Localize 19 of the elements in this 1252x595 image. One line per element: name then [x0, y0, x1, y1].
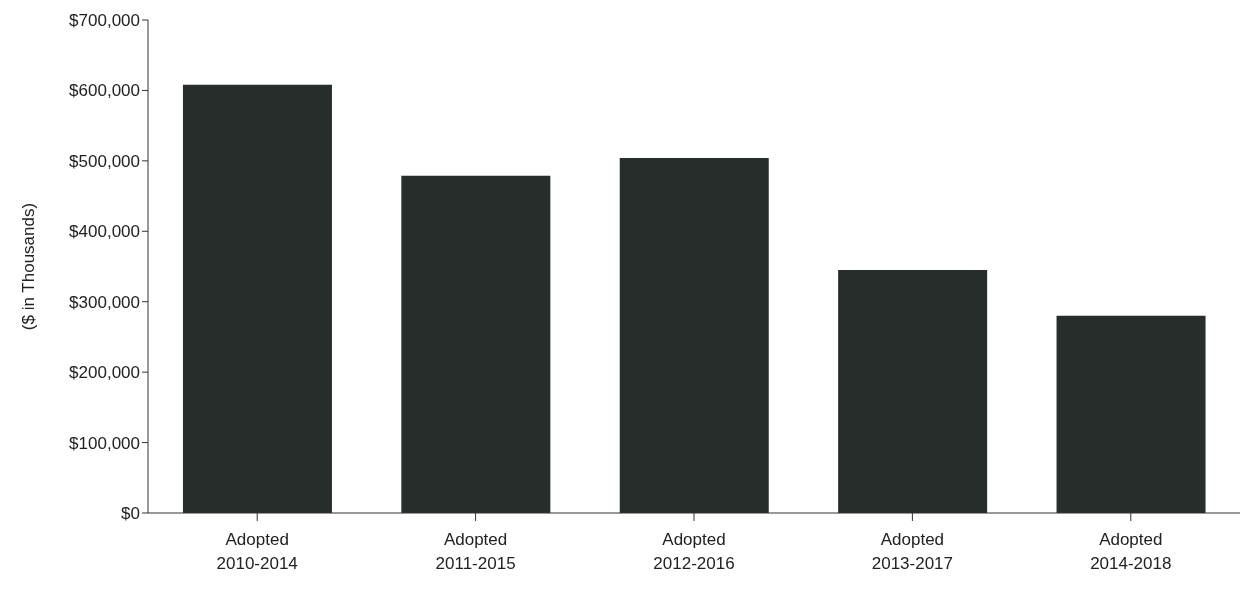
x-tick-label: Adopted 2012-2016	[653, 530, 735, 573]
y-tick-label: $700,000	[69, 11, 140, 31]
y-tick-label: $600,000	[69, 81, 140, 101]
y-axis-title: ($ in Thousands)	[19, 202, 39, 331]
bar	[838, 270, 988, 513]
bar	[1056, 315, 1206, 513]
y-tick-label: $0	[121, 504, 140, 524]
x-tick-label: Adopted 2010-2014	[216, 530, 298, 573]
bar	[619, 158, 769, 513]
y-tick-label: $200,000	[69, 363, 140, 383]
x-tick-label: Adopted 2014-2018	[1090, 530, 1172, 573]
bar	[401, 175, 551, 513]
y-tick-label: $500,000	[69, 151, 140, 171]
y-tick-label: $300,000	[69, 292, 140, 312]
y-tick-label: $400,000	[69, 222, 140, 242]
bar	[182, 84, 332, 513]
x-tick-label: Adopted 2011-2015	[435, 530, 516, 573]
y-tick-label: $100,000	[69, 433, 140, 453]
x-tick-label: Adopted 2013-2017	[871, 530, 954, 573]
